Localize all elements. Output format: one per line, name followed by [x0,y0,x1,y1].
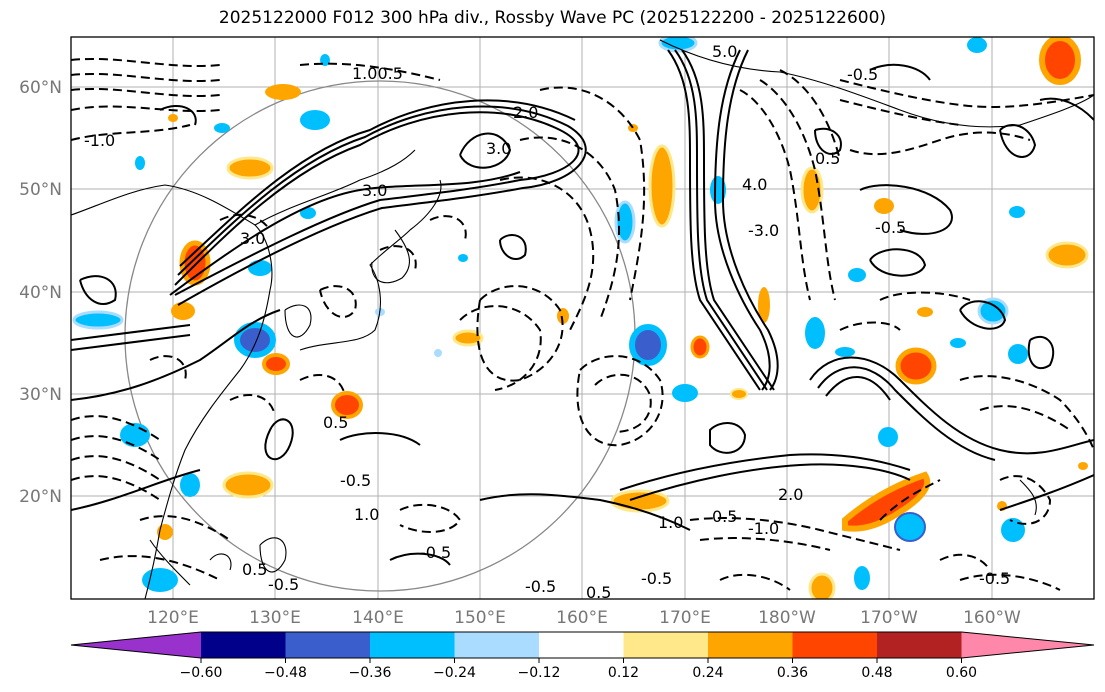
contour-label: 0.5 [712,507,737,526]
contour-label: -0.5 [268,575,299,594]
colorbar-segment [201,632,286,658]
contour-label: 1.00.5 [352,64,403,83]
contour-label: 1.0 [658,513,683,532]
contour-label: 0.5 [586,583,611,602]
coastlines [71,39,1094,599]
contour-label: -0.5 [847,65,878,84]
contour-label: 3.0 [362,181,387,200]
colorbar-tick-label: −0.48 [264,665,307,681]
lon-label: 160°W [963,608,1021,628]
contour-label: 2.0 [778,485,803,504]
contour-label: -0.5 [420,543,451,562]
contour-label: -3.0 [748,221,779,240]
colorbar-segment [877,632,962,658]
contour-label: 1.0 [354,505,379,524]
colorbar-tick-label: 0.12 [608,665,639,681]
colorbar-extend-high [961,632,1094,658]
colorbar-segment [370,632,455,658]
contour-label: 2.0 [513,103,538,122]
lat-label: 20°N [19,487,62,507]
colorbar-segment [792,632,878,658]
colorbar-segment [454,632,540,658]
contour-label: 3.0 [486,139,511,158]
colorbar-segment [708,632,793,658]
lon-axis: 120°E 130°E 140°E 150°E 160°E 170°E 180°… [147,608,1021,628]
colorbar-ticks: −0.60 −0.48 −0.36 −0.24 −0.12 0.12 0.24 0.36 0.4… [180,658,977,681]
contour-label: -0.5 [641,569,672,588]
colorbar-segment [285,632,371,658]
contour-label: -0.5 [340,471,371,490]
negative-contours [71,57,1094,591]
colorbar-tick-label: −0.60 [180,665,223,681]
colorbar-tick-label: −0.12 [518,665,561,681]
contour-label: -0.5 [979,569,1010,588]
lon-label: 150°E [454,608,506,628]
negative-div-patches [72,37,1028,592]
colorbar-tick-label: −0.36 [349,665,392,681]
lat-axis: 60°N 50°N 40°N 30°N 20°N [19,78,62,507]
contour-label: -0.5 [875,218,906,237]
lat-label: 40°N [19,283,62,303]
lon-label: 170°E [659,608,711,628]
lat-label: 60°N [19,78,62,98]
contour-label: -0.5 [525,577,556,596]
lon-label: 170°W [860,608,918,628]
colorbar-tick-label: 0.60 [946,665,977,681]
lon-label: 180°W [758,608,816,628]
colorbar-segment [623,632,709,658]
colorbar-tick-label: 0.36 [777,665,808,681]
map-title: 2025122000 F012 300 hPa div., Rossby Wav… [218,8,887,28]
contour-label: 5.0 [712,42,737,61]
contour-label: -1.0 [748,519,779,538]
contour-label: 0.5 [815,149,840,168]
colorbar-segment [539,632,624,658]
lon-label: 130°E [249,608,301,628]
lon-label: 120°E [147,608,199,628]
contour-label: -1.0 [84,131,115,150]
lon-label: 140°E [352,608,404,628]
lat-label: 30°N [19,385,62,405]
contour-labels: 3.0 3.0 3.0 2.0 -1.0 1.00.5 5.0 4.0 -3.0… [84,42,1010,602]
lat-label: 50°N [19,180,62,200]
colorbar-tick-label: 0.48 [861,665,892,681]
contour-label: 4.0 [742,175,767,194]
lon-label: 160°E [556,608,608,628]
colorbar-tick-label: −0.24 [433,665,476,681]
map-frame [70,36,1095,600]
colorbar-extend-low [71,632,201,658]
contour-label: 3.0 [240,229,265,248]
contour-label: 0.5 [242,560,267,579]
colorbar-tick-label: 0.24 [692,665,723,681]
colorbar [70,631,1095,659]
contour-label: 0.5 [323,413,348,432]
